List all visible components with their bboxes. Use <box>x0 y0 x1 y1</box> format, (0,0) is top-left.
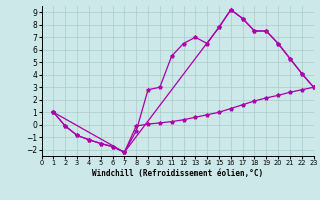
X-axis label: Windchill (Refroidissement éolien,°C): Windchill (Refroidissement éolien,°C) <box>92 169 263 178</box>
